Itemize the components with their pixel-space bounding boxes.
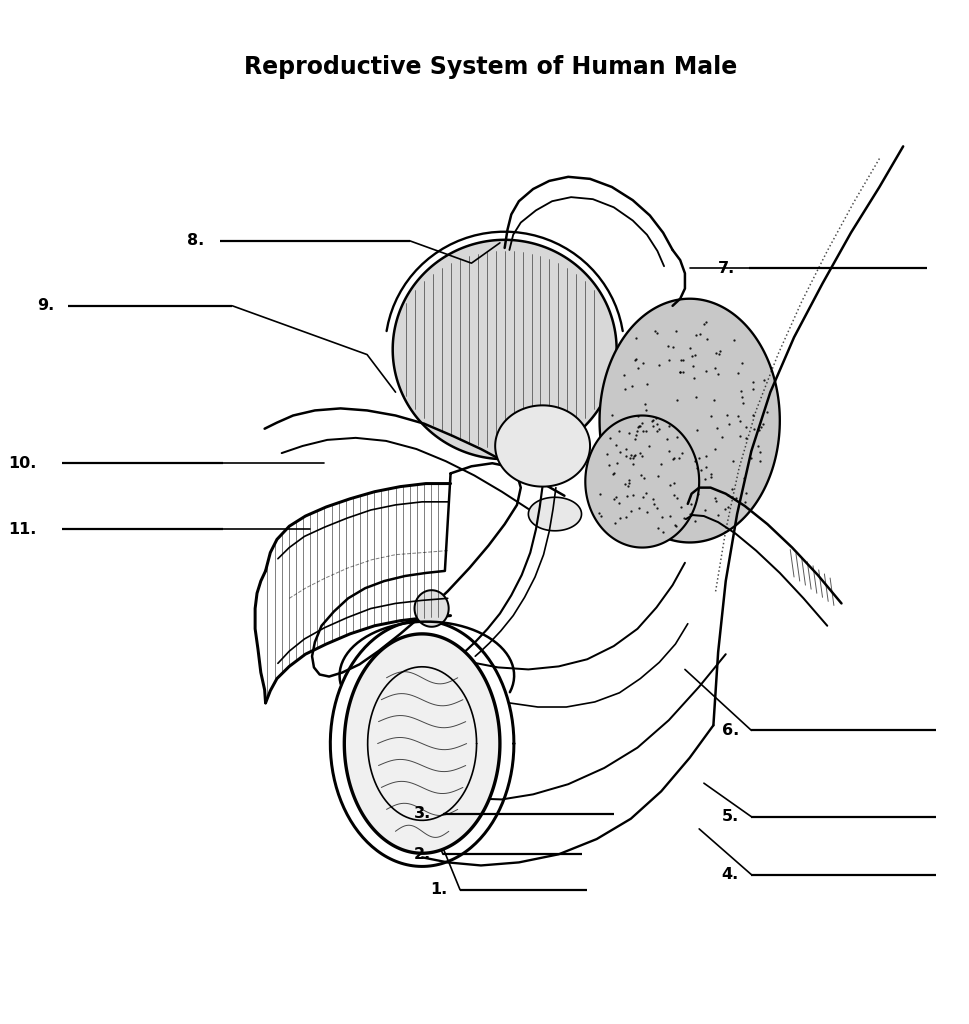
Text: 6.: 6. xyxy=(722,723,739,738)
Text: 9.: 9. xyxy=(37,298,54,313)
Text: Reproductive System of Human Male: Reproductive System of Human Male xyxy=(244,55,737,79)
Polygon shape xyxy=(415,590,449,627)
Text: 10.: 10. xyxy=(9,456,37,471)
Polygon shape xyxy=(528,498,581,530)
Polygon shape xyxy=(392,240,616,459)
Polygon shape xyxy=(344,634,500,853)
Text: 11.: 11. xyxy=(9,522,37,537)
Polygon shape xyxy=(600,299,780,543)
Text: 4.: 4. xyxy=(722,867,739,882)
Text: 2.: 2. xyxy=(414,847,430,862)
Text: 8.: 8. xyxy=(187,233,203,248)
Text: 1.: 1. xyxy=(430,883,448,897)
Text: 3.: 3. xyxy=(414,806,430,821)
Polygon shape xyxy=(495,406,590,486)
Polygon shape xyxy=(585,416,700,548)
Text: 7.: 7. xyxy=(718,261,735,275)
Text: 5.: 5. xyxy=(722,809,739,824)
